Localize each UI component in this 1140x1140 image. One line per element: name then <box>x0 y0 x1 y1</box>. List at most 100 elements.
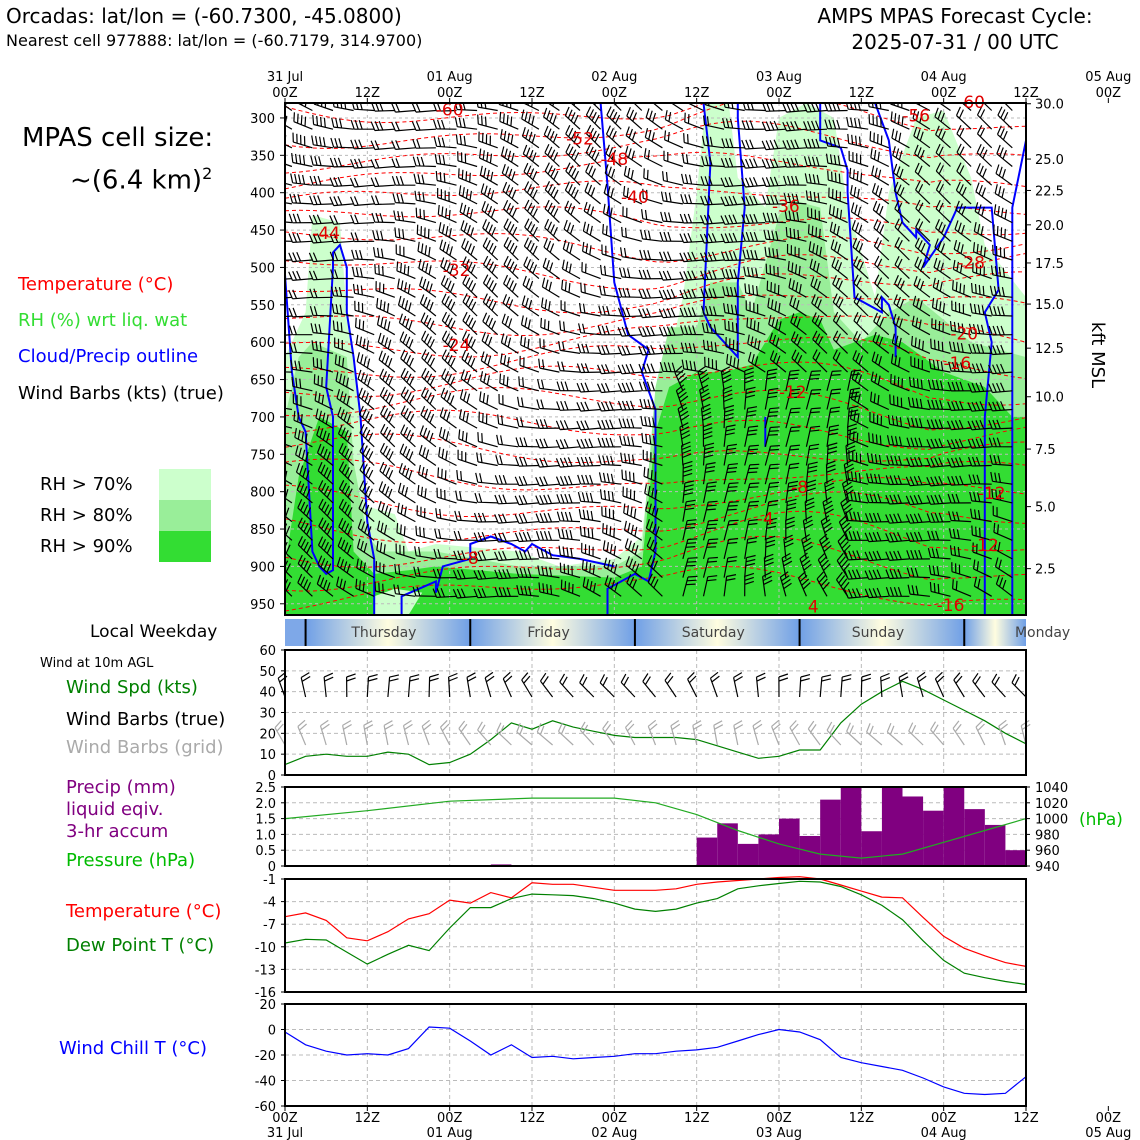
precip-bar <box>923 811 944 866</box>
temperature-contour-label: -48 <box>600 150 628 170</box>
panel-area <box>285 1004 1026 1106</box>
precip-bar <box>758 834 779 866</box>
top-date-label: 05 Aug <box>1085 70 1131 85</box>
panel-tick-label: 40 <box>259 686 276 701</box>
temperature-contour-label: -20 <box>950 325 978 345</box>
panel-tick-label: -7 <box>263 918 276 933</box>
panel-tick-label: -13 <box>255 963 276 978</box>
top-hour-label: 00Z <box>1096 86 1122 101</box>
precip-bar <box>944 787 965 866</box>
bottom-hour-label: 00Z <box>437 1111 463 1126</box>
temperature-contour-label: -8 <box>791 478 808 498</box>
height-tick-label: 17.5 <box>1035 257 1064 272</box>
temperature-contour-label: -52 <box>566 130 594 150</box>
pressure-tick-label: 850 <box>250 523 275 538</box>
top-date-label: 01 Aug <box>427 70 473 85</box>
height-tick-label: 25.0 <box>1035 153 1064 168</box>
wind-panel: 0102030405060 <box>259 644 1030 784</box>
temperature-contour-label: -16 <box>937 596 965 616</box>
height-tick-label: 20.0 <box>1035 219 1064 234</box>
panel-tick-label: 1.0 <box>255 828 276 843</box>
height-tick-label: 7.5 <box>1035 443 1056 458</box>
bottom-date-label: 03 Aug <box>756 1126 802 1140</box>
panel-tick-label: 30 <box>259 707 276 722</box>
top-date-label: 31 Jul <box>267 70 303 85</box>
height-tick-label: 5.0 <box>1035 501 1056 516</box>
pressure-tick-label: 950 <box>250 598 275 613</box>
bottom-hour-label: 00Z <box>1096 1111 1122 1126</box>
top-hour-label: 00Z <box>437 86 463 101</box>
precip-panel: 00.51.01.52.02.5940960980100010201040(hP… <box>255 781 1123 875</box>
height-axis-label: kft MSL <box>1087 322 1108 388</box>
panel-tick-label: -40 <box>255 1075 276 1090</box>
bottom-hour-label: 00Z <box>766 1111 792 1126</box>
pressure-tick-label: 900 <box>250 560 275 575</box>
top-hour-label: 00Z <box>272 86 298 101</box>
pressure-tick-label: 1000 <box>1035 813 1068 828</box>
panel-tick-label: 2.5 <box>255 781 276 796</box>
height-tick-label: 15.0 <box>1035 298 1064 313</box>
height-tick-label: 30.0 <box>1035 98 1064 113</box>
bottom-hour-label: 12Z <box>849 1111 875 1126</box>
bottom-date-label: 31 Jul <box>267 1126 303 1140</box>
temperature-contour-label: -4 <box>757 509 774 529</box>
weekday-label: Monday <box>1015 625 1070 641</box>
precip-bar <box>1005 850 1026 866</box>
bottom-hour-label: 00Z <box>272 1111 298 1126</box>
pressure-tick-label: 450 <box>250 224 275 239</box>
pressure-tick-label: 940 <box>1035 860 1060 875</box>
top-hour-label: 12Z <box>1013 86 1039 101</box>
panel-tick-label: 0 <box>268 1024 276 1039</box>
pressure-tick-label: 700 <box>250 411 275 426</box>
pressure-tick-label: 960 <box>1035 844 1060 859</box>
bottom-date-label: 01 Aug <box>427 1126 473 1140</box>
precip-bar <box>697 838 718 866</box>
temperature-contour-label: -56 <box>902 106 930 126</box>
weekday-label: Saturday <box>682 625 745 641</box>
temperature-contour-label: -8 <box>462 549 479 569</box>
panel-area <box>285 879 1026 992</box>
temperature-contour-label: -32 <box>443 261 471 281</box>
pressure-tick-label: 400 <box>250 187 275 202</box>
surface-wind-barb-grid <box>275 721 285 745</box>
pressure-tick-label: 1040 <box>1035 781 1068 796</box>
panel-tick-label: 2.0 <box>255 797 276 812</box>
weekday-lead-segment <box>285 619 306 646</box>
windchill-panel: -60-40-20020 <box>255 998 1026 1115</box>
panel-tick-label: 1.5 <box>255 813 276 828</box>
temperature-contour-label: -44 <box>312 224 340 244</box>
pressure-tick-label: 350 <box>250 149 275 164</box>
top-hour-label: 00Z <box>931 86 957 101</box>
precip-bar <box>841 787 862 866</box>
panel-tick-label: 20 <box>259 998 276 1013</box>
bottom-date-label: 02 Aug <box>591 1126 637 1140</box>
panel-tick-label: 0.5 <box>255 844 276 859</box>
panel-tick-label: 10 <box>259 748 276 763</box>
bottom-hour-label: 12Z <box>684 1111 710 1126</box>
panel-tick-label: 50 <box>259 665 276 680</box>
pressure-tick-label: 550 <box>250 299 275 314</box>
temperature-contour-label: -16 <box>943 354 971 374</box>
top-hour-label: 12Z <box>519 86 545 101</box>
pressure-tick-label: 300 <box>250 112 275 127</box>
temperature-contour-label: -40 <box>621 188 649 208</box>
bottom-time-axis: 00Z 12Z 00Z 12Z 00Z 12Z 00Z 12Z 00Z 12Z 00Z31 Jul 0… <box>267 1106 1132 1140</box>
bottom-hour-label: 00Z <box>931 1111 957 1126</box>
weekday-strip: Thursday Friday Saturday Sunday Monday <box>285 619 1070 646</box>
pressure-tick-label: 650 <box>250 374 275 389</box>
temperature-contour-label: -36 <box>772 197 800 217</box>
temperature-contour-label: -12 <box>971 536 999 556</box>
precip-bar <box>779 819 800 866</box>
height-tick-label: 10.0 <box>1035 391 1064 406</box>
temperature-contour-label: -12 <box>978 484 1006 504</box>
bottom-date-label: 05 Aug <box>1085 1126 1131 1140</box>
top-hour-label: 12Z <box>849 86 875 101</box>
top-date-label: 02 Aug <box>591 70 637 85</box>
bottom-date-label: 04 Aug <box>921 1126 967 1140</box>
height-tick-label: 12.5 <box>1035 342 1064 357</box>
panel-tick-label: 20 <box>259 727 276 742</box>
top-hour-label: 00Z <box>766 86 792 101</box>
pressure-tick-label: 800 <box>250 486 275 501</box>
bottom-hour-label: 00Z <box>602 1111 628 1126</box>
